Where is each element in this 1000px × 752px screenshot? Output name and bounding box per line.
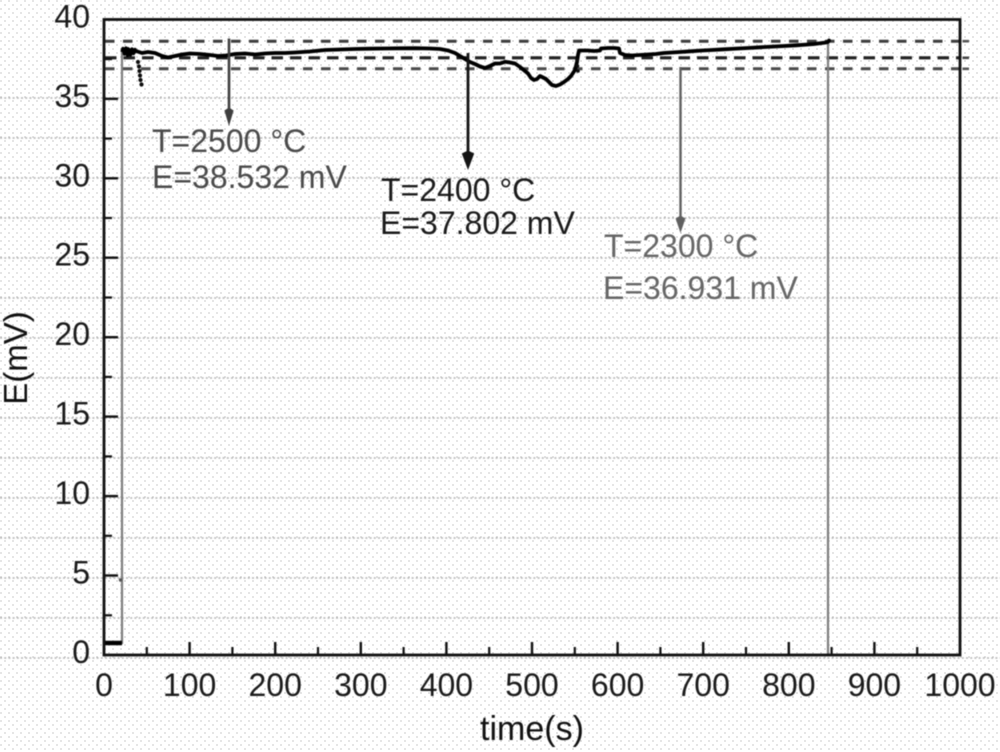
svg-text:T=2500 °C: T=2500 °C: [152, 123, 306, 159]
svg-text:400: 400: [420, 667, 473, 703]
svg-text:30: 30: [54, 157, 90, 193]
svg-text:E(mV): E(mV): [0, 311, 34, 405]
svg-text:800: 800: [762, 667, 815, 703]
svg-text:E=36.931 mV: E=36.931 mV: [603, 270, 798, 306]
svg-text:E=38.532 mV: E=38.532 mV: [152, 159, 347, 195]
svg-text:T=2400 °C: T=2400 °C: [381, 172, 535, 208]
svg-text:10: 10: [54, 475, 90, 511]
svg-text:E=37.802 mV: E=37.802 mV: [380, 205, 575, 241]
svg-text:20: 20: [54, 316, 90, 352]
svg-text:0: 0: [72, 634, 90, 670]
svg-text:200: 200: [249, 667, 302, 703]
svg-text:35: 35: [54, 78, 90, 114]
svg-text:900: 900: [848, 667, 901, 703]
svg-text:600: 600: [591, 667, 644, 703]
svg-text:40: 40: [54, 0, 90, 34]
svg-text:1000: 1000: [924, 667, 995, 703]
svg-text:25: 25: [54, 237, 90, 273]
svg-text:100: 100: [163, 667, 216, 703]
svg-text:300: 300: [334, 667, 387, 703]
svg-text:5: 5: [72, 555, 90, 591]
svg-text:T=2300 °C: T=2300 °C: [604, 228, 758, 264]
svg-text:500: 500: [505, 667, 558, 703]
svg-text:time(s): time(s): [480, 710, 584, 748]
svg-text:0: 0: [95, 667, 113, 703]
svg-text:15: 15: [54, 396, 90, 432]
svg-text:700: 700: [677, 667, 730, 703]
